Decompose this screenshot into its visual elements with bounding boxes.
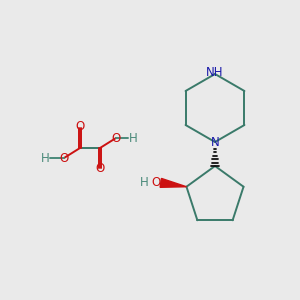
Text: O: O — [151, 176, 160, 189]
Text: O: O — [59, 152, 69, 164]
Text: H: H — [129, 131, 137, 145]
Polygon shape — [160, 178, 187, 187]
Text: H: H — [140, 176, 148, 189]
Text: O: O — [111, 131, 121, 145]
Text: N: N — [211, 136, 219, 149]
Text: H: H — [40, 152, 50, 164]
Text: O: O — [95, 163, 105, 176]
Text: NH: NH — [206, 67, 224, 80]
Text: O: O — [75, 121, 85, 134]
